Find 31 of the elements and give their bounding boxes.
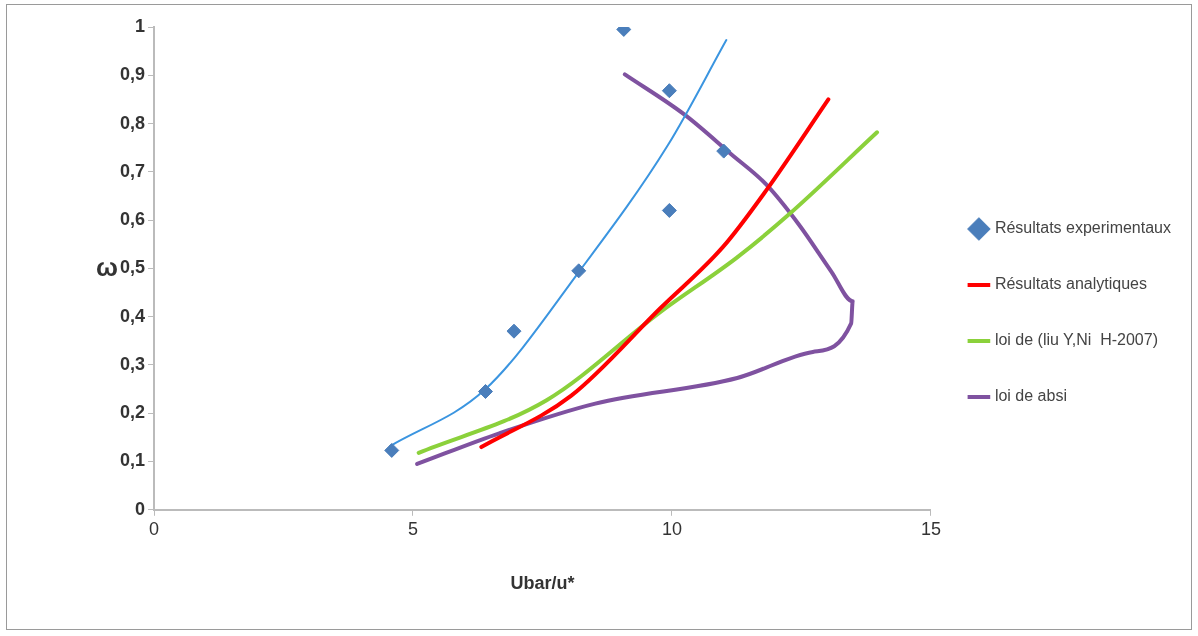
x-tick-label: 0 bbox=[149, 518, 160, 539]
y-axis-title: ω bbox=[96, 251, 118, 282]
point bbox=[506, 323, 522, 339]
point bbox=[571, 263, 587, 279]
y-tick-label: 0,3 bbox=[119, 353, 146, 374]
y-tick-label: 0 bbox=[135, 498, 146, 519]
line-series bbox=[416, 130, 880, 455]
x-axis-title: Ubar/u* bbox=[510, 573, 575, 594]
y-tick-label: 0,1 bbox=[119, 450, 146, 471]
y-tick-label: 0,7 bbox=[119, 160, 146, 181]
y-tick-label: 0,9 bbox=[119, 64, 146, 85]
legend-label: Résultats experimentaux bbox=[994, 219, 1172, 237]
line-series bbox=[415, 72, 855, 466]
legend-label: loi de (liu Y,Ni H-2007) bbox=[994, 331, 1158, 349]
point bbox=[384, 442, 400, 458]
y-tick-label: 0,5 bbox=[119, 257, 146, 278]
x-tick-label: 5 bbox=[407, 518, 418, 539]
line-series bbox=[479, 97, 831, 450]
legend-label: loi de absi bbox=[994, 387, 1067, 405]
point bbox=[661, 202, 677, 218]
point bbox=[478, 384, 493, 400]
y-tick-label: 0,6 bbox=[119, 209, 146, 230]
y-tick-label: 0,8 bbox=[119, 112, 146, 133]
point bbox=[661, 83, 677, 99]
y-tick-label: 0,4 bbox=[119, 305, 146, 326]
legend-label: Résultats analytiques bbox=[994, 275, 1148, 293]
point bbox=[716, 143, 732, 159]
y-tick-label: 0,2 bbox=[119, 402, 146, 423]
x-tick-label: 15 bbox=[920, 518, 941, 539]
y-tick-label: 1 bbox=[135, 15, 146, 36]
x-tick-label: 10 bbox=[661, 518, 682, 539]
